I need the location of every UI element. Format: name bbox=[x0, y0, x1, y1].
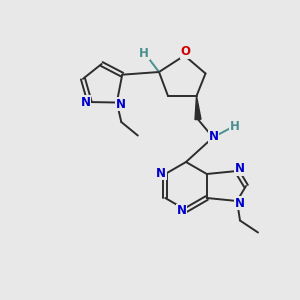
Text: N: N bbox=[116, 98, 126, 110]
Text: H: H bbox=[139, 47, 149, 60]
Text: N: N bbox=[81, 95, 91, 109]
Text: N: N bbox=[177, 204, 187, 217]
Text: N: N bbox=[235, 197, 245, 210]
Text: N: N bbox=[235, 162, 245, 175]
Text: O: O bbox=[180, 45, 190, 58]
Text: N: N bbox=[208, 130, 219, 143]
Text: H: H bbox=[230, 120, 239, 133]
Text: N: N bbox=[156, 167, 166, 180]
Polygon shape bbox=[195, 96, 201, 120]
